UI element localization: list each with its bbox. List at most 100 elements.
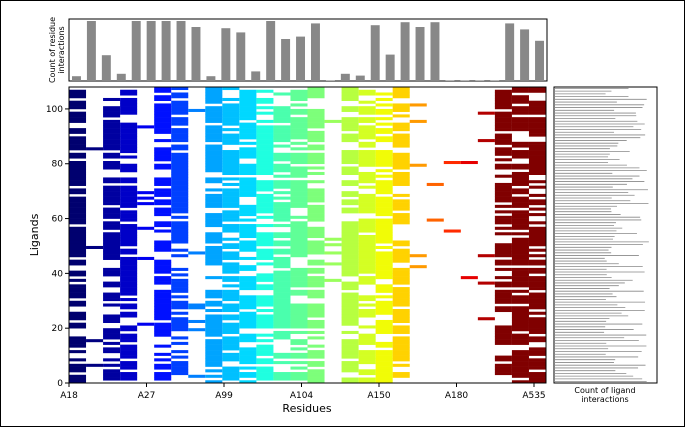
heat-cell [120,111,138,115]
heat-cell [120,106,138,110]
heat-cell [375,295,393,299]
heat-cell [103,106,121,110]
heat-cell [358,303,376,307]
heat-cell [103,202,121,206]
heat-cell [307,155,325,159]
heat-cell [222,166,240,170]
heat-cell [341,210,359,214]
heat-cell [494,292,512,296]
heat-cell [103,144,121,148]
heat-cell [358,333,376,337]
heat-cell [528,311,546,315]
heat-cell [205,180,223,184]
heat-cell [528,361,546,365]
heat-cell [222,136,240,140]
heat-cell [239,319,257,323]
heat-cell [375,240,393,244]
heat-cell [222,177,240,181]
heat-cell [528,199,546,203]
heat-cell [307,380,325,384]
heat-cell [358,100,376,104]
heat-cell [528,243,546,247]
heat-cell [205,259,223,263]
heat-cell [103,185,121,189]
residue-count-bar [460,80,470,81]
heat-cell [103,232,121,236]
heat-cell [154,245,172,249]
heat-cell [392,256,410,260]
heat-cell [290,289,308,293]
heat-cell [273,270,291,274]
heat-cell [290,330,308,334]
heat-cell [358,136,376,140]
heat-cell [392,106,410,110]
heat-cell [528,306,546,310]
heat-cell [494,366,512,370]
heat-cell [273,287,291,291]
heat-cell [511,180,529,184]
heat-cell [290,347,308,351]
heat-cell [171,103,189,107]
heat-cell [528,180,546,184]
heat-cell [239,133,257,137]
heat-cell [205,380,223,384]
heat-cell [256,119,274,123]
heat-cell [171,136,189,140]
heat-cell [494,232,512,236]
heat-cell [307,270,325,274]
heat-cell [171,226,189,230]
heat-cell [358,144,376,148]
heat-cell [494,185,512,189]
heat-cell [205,325,223,329]
heat-cell [205,106,223,110]
heat-cell [290,281,308,285]
heat-cell [307,289,325,293]
heat-cell [239,235,257,239]
heat-cell [375,262,393,266]
heat-cell [358,276,376,280]
heat-cell [120,97,138,101]
heat-cell [120,336,138,340]
heat-cell [290,161,308,165]
heat-cell [511,276,529,280]
heat-cell [205,319,223,323]
heat-cell [69,344,87,348]
heat-cell [188,303,206,307]
heat-cell [120,355,138,359]
top-panel-label-line2: interactions [57,26,66,73]
heat-cell [341,207,359,211]
heat-cell [256,298,274,302]
heat-cell [375,130,393,134]
heat-cell [528,221,546,225]
heat-cell [341,119,359,123]
heat-cell [239,111,257,115]
heat-cell [205,361,223,365]
heat-cell [358,341,376,345]
heat-cell [528,374,546,378]
heat-cell [205,317,223,321]
heat-cell [511,278,529,282]
heat-cell [324,262,342,266]
heat-cell [273,265,291,269]
heat-cell [205,95,223,99]
heat-cell [511,243,529,247]
heat-cell [154,358,172,362]
heat-cell [392,251,410,255]
heat-cell [341,265,359,269]
heat-cell [69,114,87,118]
heat-cell [375,150,393,154]
heat-cell [239,95,257,99]
heat-cell [307,336,325,340]
heat-cell [392,108,410,112]
heat-cell [154,155,172,159]
heat-cell [358,224,376,228]
heat-cell [120,278,138,282]
heat-cell [358,309,376,313]
heat-cell [392,243,410,247]
heat-cell [375,267,393,271]
heat-cell [358,185,376,189]
heat-cell [307,147,325,151]
heat-cell [239,128,257,132]
heat-cell [341,309,359,313]
